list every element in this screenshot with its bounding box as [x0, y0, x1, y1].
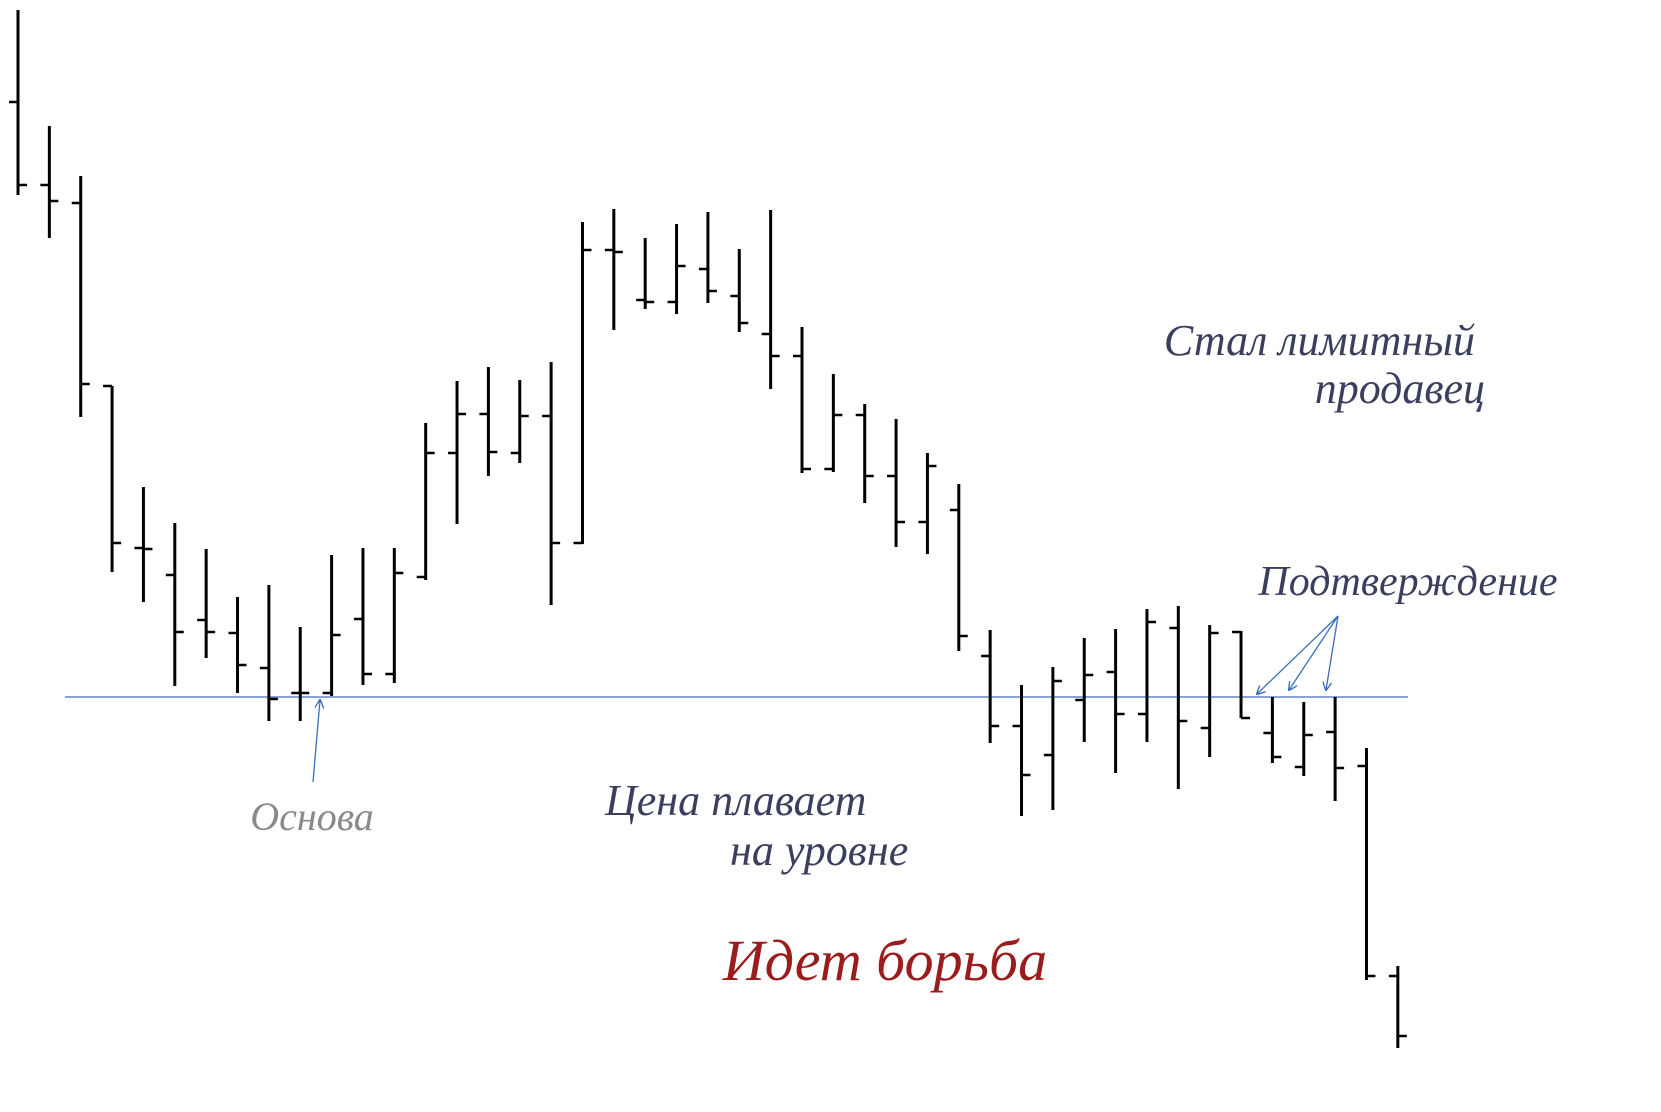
annotation: на уровне — [730, 826, 908, 875]
arrow — [1257, 615, 1339, 694]
arrow — [312, 700, 320, 783]
annotation: Основа — [250, 794, 374, 839]
annotation: Идет борьба — [722, 928, 1047, 993]
annotation: продавец — [1315, 364, 1485, 413]
annotation: Подтверждение — [1257, 559, 1557, 605]
annotation: Цена плавает — [604, 776, 866, 825]
arrow — [1326, 615, 1339, 690]
arrow — [1289, 615, 1339, 690]
annotation: Стал лимитный — [1164, 316, 1475, 365]
arrows — [312, 615, 1339, 783]
